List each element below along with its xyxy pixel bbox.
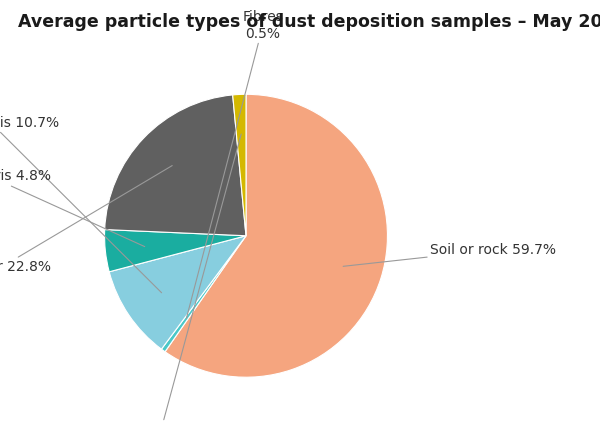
Wedge shape xyxy=(104,95,246,236)
Text: Fibres
0.5%: Fibres 0.5% xyxy=(187,11,283,318)
Wedge shape xyxy=(104,229,246,272)
Wedge shape xyxy=(233,94,246,236)
Text: Slime & fungi 1.5%: Slime & fungi 1.5% xyxy=(95,134,241,421)
Text: Average particle types of dust deposition samples – May 2019: Average particle types of dust depositio… xyxy=(18,13,600,31)
Wedge shape xyxy=(161,236,246,352)
Wedge shape xyxy=(165,94,388,377)
Wedge shape xyxy=(109,236,246,349)
Text: Soil or rock 59.7%: Soil or rock 59.7% xyxy=(343,243,556,266)
Text: Rubber 22.8%: Rubber 22.8% xyxy=(0,165,172,274)
Text: Plant debris 4.8%: Plant debris 4.8% xyxy=(0,169,145,247)
Text: Insect debris 10.7%: Insect debris 10.7% xyxy=(0,116,161,293)
